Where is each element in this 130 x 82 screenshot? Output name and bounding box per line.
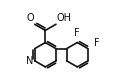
- Text: OH: OH: [57, 13, 72, 23]
- Text: F: F: [74, 28, 80, 38]
- Text: O: O: [26, 13, 34, 23]
- Text: F: F: [94, 38, 100, 48]
- Text: N: N: [26, 56, 33, 66]
